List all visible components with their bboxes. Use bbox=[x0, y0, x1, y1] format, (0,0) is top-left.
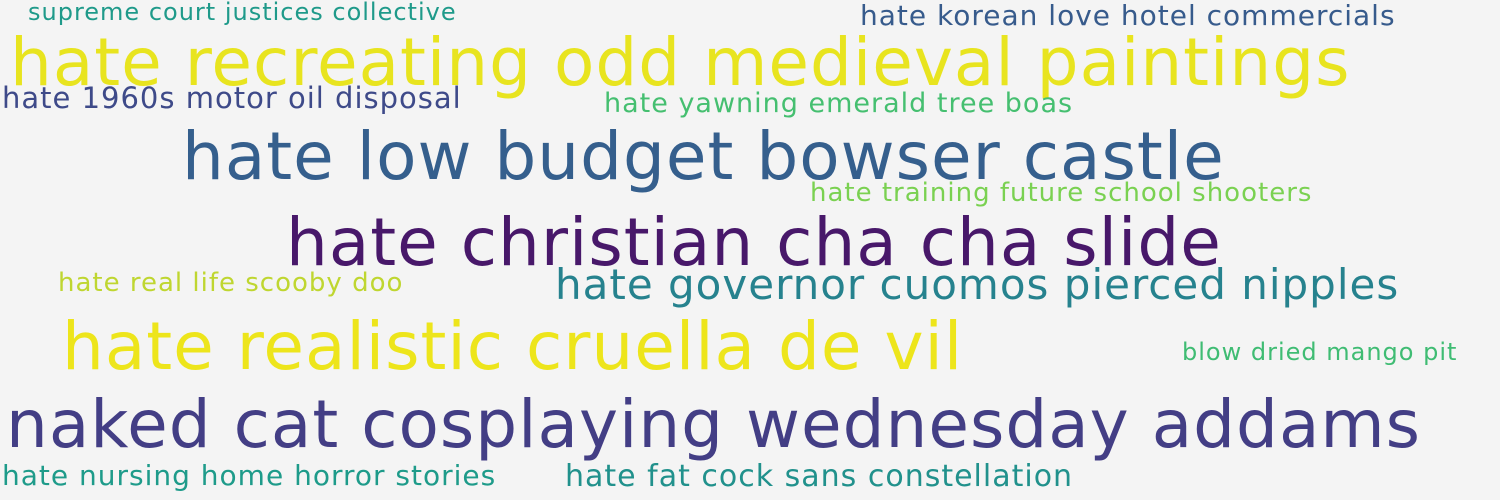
word-cloud-term: hate yawning emerald tree boas bbox=[604, 88, 1074, 119]
word-cloud-term: hate training future school shooters bbox=[810, 178, 1313, 208]
word-cloud-term: hate korean love hotel commercials bbox=[860, 0, 1396, 32]
word-cloud-term: hate christian cha cha slide bbox=[286, 204, 1222, 281]
word-cloud-term: hate realistic cruella de vil bbox=[62, 308, 964, 385]
word-cloud-term: hate governor cuomos pierced nipples bbox=[555, 260, 1400, 309]
word-cloud-term: hate nursing home horror stories bbox=[2, 459, 497, 492]
word-cloud-term: naked cat cosplaying wednesday addams bbox=[6, 386, 1422, 463]
word-cloud-term: blow dried mango pit bbox=[1182, 338, 1458, 366]
word-cloud-term: hate 1960s motor oil disposal bbox=[2, 81, 462, 115]
word-cloud-term: hate fat cock sans constellation bbox=[565, 459, 1074, 494]
word-cloud-term: hate real life scooby doo bbox=[58, 268, 404, 298]
word-cloud-term: hate recreating odd medieval paintings bbox=[10, 24, 1351, 101]
word-cloud-term: supreme court justices collective bbox=[28, 0, 457, 26]
word-cloud-term: hate low budget bowser castle bbox=[182, 118, 1225, 195]
